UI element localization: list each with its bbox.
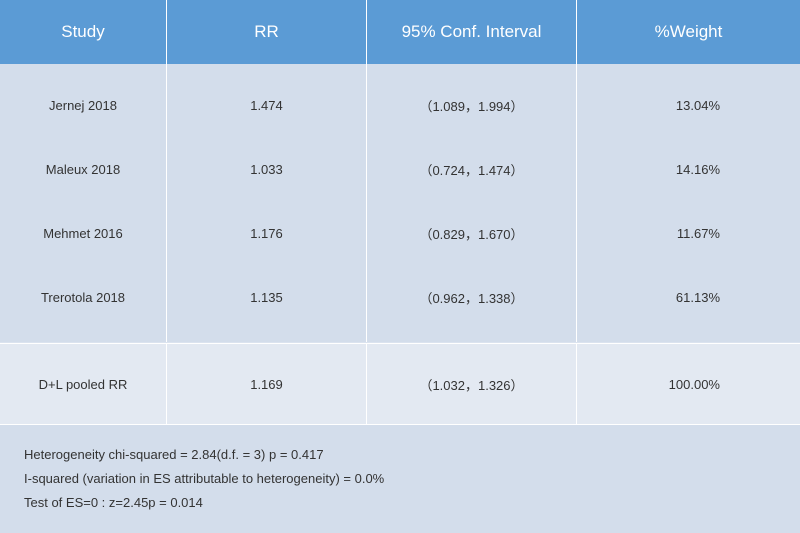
statistics-footer: Heterogeneity chi-squared = 2.84(d.f. = … xyxy=(0,424,800,533)
study-cell: Jernej 2018 xyxy=(49,97,117,113)
weight-cell: 14.16% xyxy=(675,161,720,177)
pooled-ci: （1.032，1.326） xyxy=(367,344,577,424)
study-cell: Maleux 2018 xyxy=(45,161,121,177)
ci-cell: （0.962，1.338） xyxy=(419,290,524,306)
study-column: Jernej 2018 Maleux 2018 Mehmet 2016 Trer… xyxy=(0,64,167,342)
ci-cell: （1.089，1.994） xyxy=(419,98,524,114)
table-body: Jernej 2018 Maleux 2018 Mehmet 2016 Trer… xyxy=(0,64,800,342)
header-rr: RR xyxy=(167,0,367,64)
rr-cell: 1.474 xyxy=(250,97,283,113)
test-es-text: Test of ES=0 : z=2.45p = 0.014 xyxy=(24,495,203,510)
heterogeneity-text: Heterogeneity chi-squared = 2.84(d.f. = … xyxy=(24,447,324,462)
ci-column: （1.089，1.994） （0.724，1.474） （0.829，1.670… xyxy=(367,64,577,342)
header-conf-interval: 95% Conf. Interval xyxy=(367,0,577,64)
weight-cell: 11.67% xyxy=(676,225,720,241)
study-cell: Mehmet 2016 xyxy=(43,225,123,241)
header-study: Study xyxy=(0,0,167,64)
rr-cell: 1.176 xyxy=(250,225,283,241)
weight-cell: 13.04% xyxy=(675,97,720,113)
rr-cell: 1.135 xyxy=(250,289,283,305)
pooled-study: D+L pooled RR xyxy=(0,344,167,424)
study-cell: Trerotola 2018 xyxy=(40,289,126,305)
pooled-row: D+L pooled RR 1.169 （1.032，1.326） 100.00… xyxy=(0,343,800,424)
i-squared-text: I-squared (variation in ES attributable … xyxy=(24,471,385,486)
rr-cell: 1.033 xyxy=(250,161,283,177)
header-weight: %Weight xyxy=(654,22,723,41)
rr-column: 1.474 1.033 1.176 1.135 xyxy=(167,64,367,342)
pooled-rr: 1.169 xyxy=(167,344,367,424)
weight-column: 13.04% 14.16% 11.67% 61.13% xyxy=(577,64,800,342)
weight-cell: 61.13% xyxy=(675,289,720,305)
pooled-weight: 100.00% xyxy=(668,376,720,392)
ci-cell: （0.829，1.670） xyxy=(419,226,524,242)
table-header: Study RR 95% Conf. Interval %Weight xyxy=(0,0,800,64)
ci-cell: （0.724，1.474） xyxy=(419,162,524,178)
